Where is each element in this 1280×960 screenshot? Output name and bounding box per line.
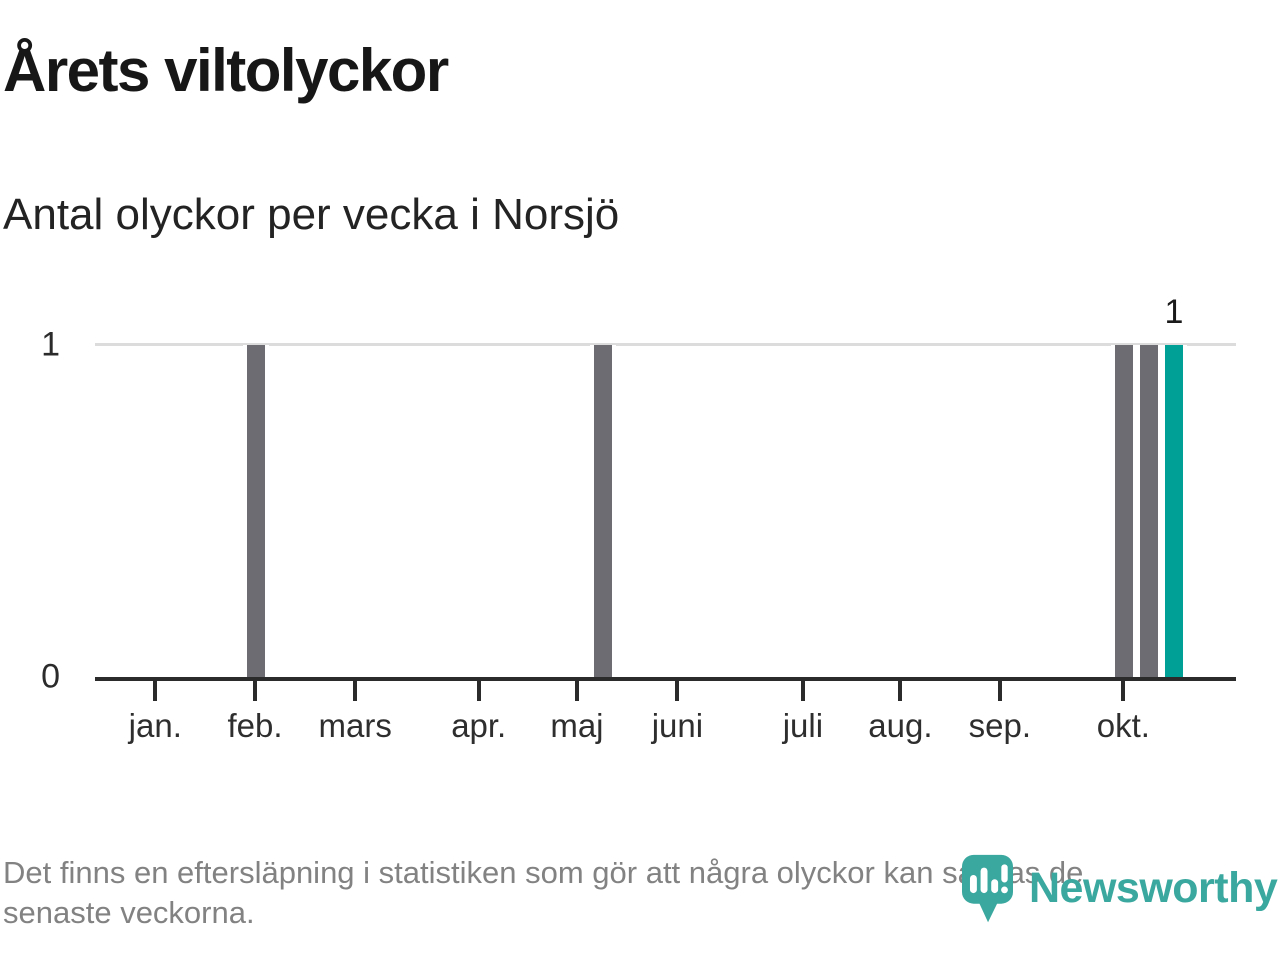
x-axis-month-label: juni <box>651 707 704 744</box>
bar-latest-week <box>1160 345 1187 677</box>
latest-bar-value-label: 1 <box>1164 293 1184 331</box>
footnote: Det finns en eftersläpning i statistiken… <box>3 853 1083 933</box>
x-axis-month-label: feb. <box>227 707 283 744</box>
bar-week <box>1111 345 1138 677</box>
x-axis-tick <box>675 681 680 701</box>
x-axis-tick <box>353 681 358 701</box>
newsworthy-pin-icon <box>962 854 1013 923</box>
x-axis-tick <box>1121 681 1126 701</box>
plot-area: 1 0 1 jan. feb. mars apr. maj juni juli aug. sep.… <box>41 293 1236 744</box>
x-axis-month-label: sep. <box>968 707 1032 744</box>
x-axis-tick <box>252 681 257 701</box>
x-axis-month-label: mars <box>318 707 392 744</box>
bar-week <box>590 345 617 677</box>
x-axis-month-label: juli <box>782 707 824 744</box>
x-axis-tick <box>800 681 805 701</box>
x-axis-tick <box>898 681 903 701</box>
newsworthy-logo: Newsworthy <box>962 854 1278 930</box>
chart-subtitle: Antal olyckor per vecka i Norsjö <box>3 190 620 239</box>
x-axis-month-label: aug. <box>868 707 933 744</box>
x-axis-line <box>95 677 1236 681</box>
y-axis-label-1: 1 <box>41 325 60 364</box>
x-axis-month-label: jan. <box>128 707 182 744</box>
x-axis-month-label: maj <box>550 707 604 744</box>
x-axis-tick <box>153 681 158 701</box>
bar-week <box>1136 345 1163 677</box>
x-axis-tick <box>997 681 1002 701</box>
gridline-y1 <box>95 343 1236 346</box>
x-axis-month-label: apr. <box>451 707 507 744</box>
page-title: Årets viltolyckor <box>3 37 449 104</box>
x-axis-month-label: okt. <box>1096 707 1150 744</box>
y-axis-label-0: 0 <box>41 657 60 696</box>
footnote-line-2: senaste veckorna. <box>3 895 255 930</box>
x-axis-tick <box>476 681 481 701</box>
footnote-line-1: Det finns en eftersläpning i statistiken… <box>3 855 1084 890</box>
newsworthy-wordmark: Newsworthy <box>1029 864 1278 912</box>
bar-week <box>243 345 270 677</box>
x-axis-tick <box>574 681 579 701</box>
